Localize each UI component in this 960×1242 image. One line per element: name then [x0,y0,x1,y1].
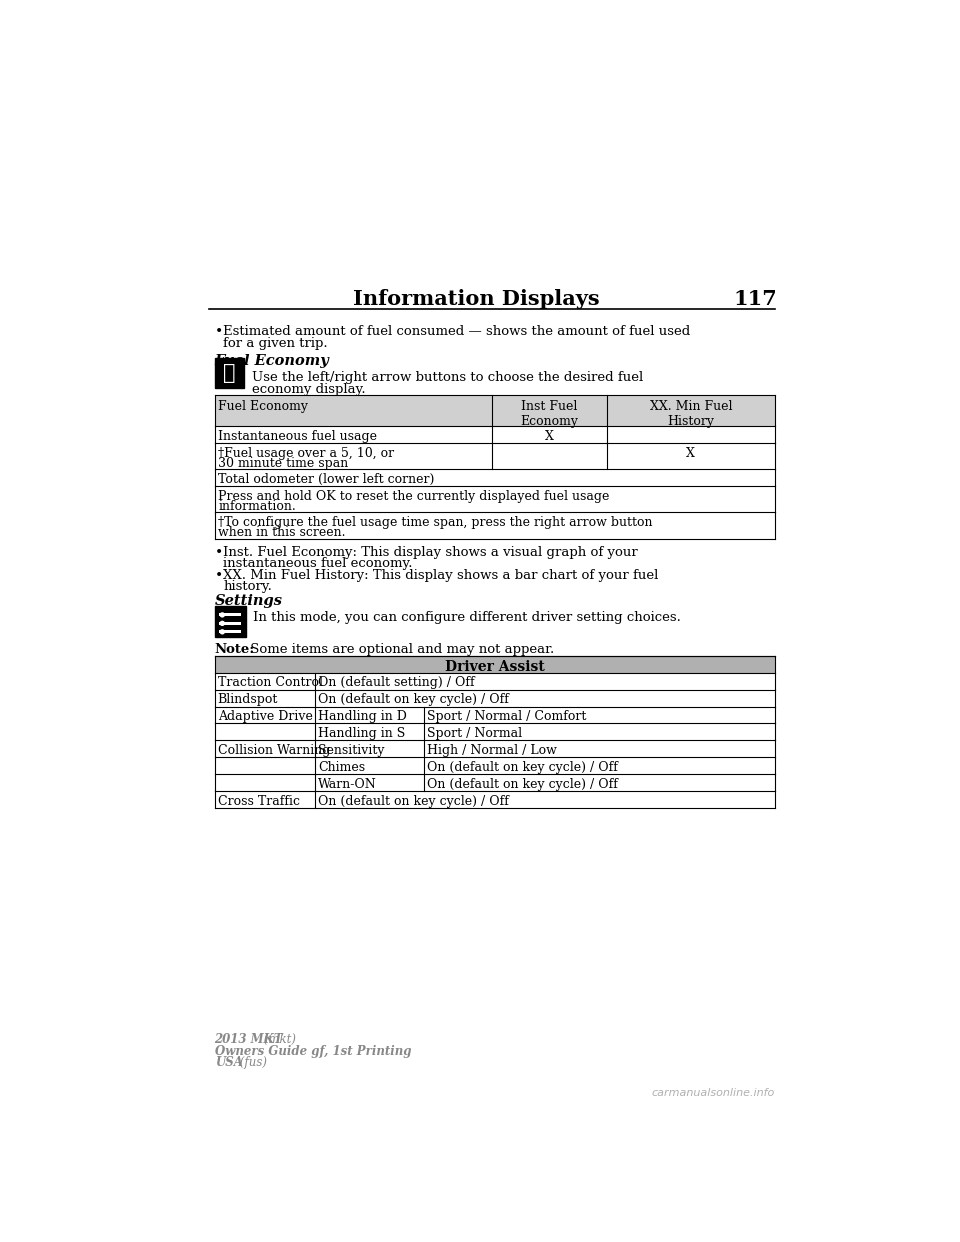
Text: •: • [214,570,223,584]
Text: Traction Control: Traction Control [218,677,323,689]
Text: †To configure the fuel usage time span, press the right arrow button: †To configure the fuel usage time span, … [219,517,653,529]
Text: X: X [686,447,695,460]
Text: •: • [214,546,223,560]
Text: instantaneous fuel economy.: instantaneous fuel economy. [223,558,413,570]
Text: X: X [545,430,554,443]
Text: USA: USA [214,1056,243,1069]
Text: Information Displays: Information Displays [353,289,600,309]
Bar [214,758,775,774]
Text: Sensitivity: Sensitivity [319,744,385,758]
Text: XX. Min Fuel History: This display shows a bar chart of your fuel: XX. Min Fuel History: This display shows… [223,570,659,582]
Text: On (default on key cycle) / Off: On (default on key cycle) / Off [319,693,509,707]
Text: On (default on key cycle) / Off: On (default on key cycle) / Off [427,761,618,774]
Text: 30 minute time span: 30 minute time span [219,457,348,469]
Bar [214,443,775,469]
Bar [214,513,775,539]
Text: information.: information. [219,501,297,513]
Text: when in this screen.: when in this screen. [219,527,346,539]
Bar [214,673,775,689]
Text: Inst. Fuel Economy: This display shows a visual graph of your: Inst. Fuel Economy: This display shows a… [223,546,637,559]
Text: Blindspot: Blindspot [218,693,278,707]
Circle shape [220,630,225,635]
Bar [214,689,775,707]
Text: Chimes: Chimes [319,761,366,774]
Bar [219,614,241,616]
Text: Fuel Economy: Fuel Economy [219,400,308,414]
Text: 2013 MKT: 2013 MKT [214,1033,283,1046]
Text: †Fuel usage over a 5, 10, or: †Fuel usage over a 5, 10, or [219,447,395,460]
Text: Settings: Settings [214,594,282,609]
Text: Collision Warning: Collision Warning [218,744,330,758]
Text: Adaptive Drive: Adaptive Drive [218,710,313,723]
Bar [214,656,775,673]
Text: •: • [214,324,223,339]
Text: (fus): (fus) [236,1056,267,1069]
Bar [214,774,775,791]
Text: On (default on key cycle) / Off: On (default on key cycle) / Off [319,795,509,809]
Bar [214,487,775,513]
Text: Handling in S: Handling in S [319,728,406,740]
Bar [214,359,244,388]
Text: Handling in D: Handling in D [319,710,407,723]
Text: Cross Traffic: Cross Traffic [218,795,300,809]
Text: Use the left/right arrow buttons to choose the desired fuel: Use the left/right arrow buttons to choo… [252,371,643,384]
Bar [214,791,775,809]
Text: Instantaneous fuel usage: Instantaneous fuel usage [219,430,377,443]
Bar [214,469,775,487]
Text: Total odometer (lower left corner): Total odometer (lower left corner) [219,473,435,486]
Text: Estimated amount of fuel consumed — shows the amount of fuel used: Estimated amount of fuel consumed — show… [223,324,690,338]
Bar [219,630,241,633]
Text: Note:: Note: [214,643,254,656]
Text: for a given trip.: for a given trip. [223,337,327,350]
Bar [219,622,241,625]
Text: (mkt): (mkt) [259,1033,296,1046]
Text: Some items are optional and may not appear.: Some items are optional and may not appe… [247,643,555,656]
Text: economy display.: economy display. [252,383,366,396]
Text: ⛽: ⛽ [223,363,235,383]
Text: Press and hold OK to reset the currently displayed fuel usage: Press and hold OK to reset the currently… [219,491,610,503]
Circle shape [220,612,225,617]
Bar [214,606,246,637]
Text: Inst Fuel
Economy: Inst Fuel Economy [520,400,578,428]
Bar [214,723,775,740]
Text: Sport / Normal / Comfort: Sport / Normal / Comfort [427,710,587,723]
Text: Sport / Normal: Sport / Normal [427,728,522,740]
Text: history.: history. [223,580,272,594]
Bar [214,707,775,723]
Circle shape [220,621,225,626]
Bar [214,740,775,758]
Bar [214,395,775,426]
Text: High / Normal / Low: High / Normal / Low [427,744,557,758]
Text: carmanualsonline.info: carmanualsonline.info [652,1088,775,1098]
Text: Driver Assist: Driver Assist [444,660,544,673]
Text: 117: 117 [733,289,778,309]
Text: On (default setting) / Off: On (default setting) / Off [319,677,475,689]
Text: In this mode, you can configure different driver setting choices.: In this mode, you can configure differen… [253,611,682,623]
Text: On (default on key cycle) / Off: On (default on key cycle) / Off [427,779,618,791]
Text: Owners Guide gf, 1st Printing: Owners Guide gf, 1st Printing [214,1045,411,1057]
Text: XX. Min Fuel
History: XX. Min Fuel History [650,400,732,428]
Text: Fuel Economy: Fuel Economy [214,354,329,368]
Bar [214,426,775,443]
Text: Warn-ON: Warn-ON [319,779,377,791]
